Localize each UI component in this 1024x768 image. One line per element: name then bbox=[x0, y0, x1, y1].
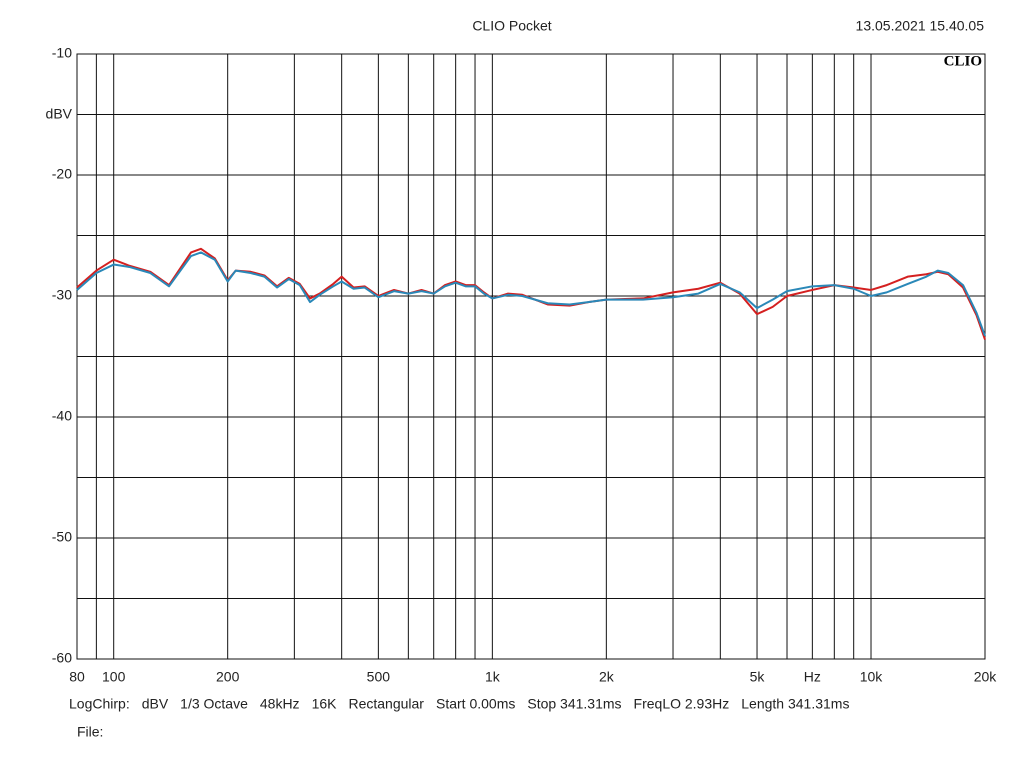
logo: CLIO bbox=[944, 53, 982, 69]
x-tick-label: 100 bbox=[102, 669, 126, 685]
y-tick-label: -40 bbox=[52, 408, 72, 424]
settings-item: Stop 341.31ms bbox=[527, 696, 621, 712]
settings-item: 16K bbox=[312, 696, 338, 712]
x-tick-label: Hz bbox=[804, 669, 821, 685]
timestamp: 13.05.2021 15.40.05 bbox=[856, 18, 985, 34]
settings-item: Rectangular bbox=[348, 696, 424, 712]
x-tick-label: 20k bbox=[974, 669, 998, 685]
x-tick-label: 5k bbox=[750, 669, 766, 685]
x-tick-label: 10k bbox=[860, 669, 884, 685]
plot-frame bbox=[76, 53, 986, 660]
settings-item: Start 0.00ms bbox=[436, 696, 515, 712]
settings-item: Length 341.31ms bbox=[741, 696, 849, 712]
x-tick-label: 1k bbox=[485, 669, 501, 685]
y-axis-label: dBV bbox=[46, 106, 73, 122]
x-tick-label: 2k bbox=[599, 669, 615, 685]
y-tick-label: -20 bbox=[52, 166, 72, 182]
settings-item: LogChirp: bbox=[69, 696, 130, 712]
y-tick-label: -50 bbox=[52, 529, 72, 545]
y-tick-label: -10 bbox=[52, 45, 72, 61]
y-tick-label: -60 bbox=[52, 650, 72, 666]
settings-item: dBV bbox=[142, 696, 169, 712]
series-line bbox=[76, 251, 986, 337]
x-tick-label: 200 bbox=[216, 669, 240, 685]
settings-item: 1/3 Octave bbox=[180, 696, 248, 712]
file-label: File: bbox=[77, 724, 103, 740]
series-line bbox=[76, 247, 986, 340]
chart-title: CLIO Pocket bbox=[472, 18, 551, 34]
x-tick-label: 80 bbox=[69, 669, 85, 685]
settings-item: 48kHz bbox=[260, 696, 300, 712]
x-tick-label: 500 bbox=[367, 669, 391, 685]
y-tick-label: -30 bbox=[52, 287, 72, 303]
settings-item: FreqLO 2.93Hz bbox=[634, 696, 730, 712]
